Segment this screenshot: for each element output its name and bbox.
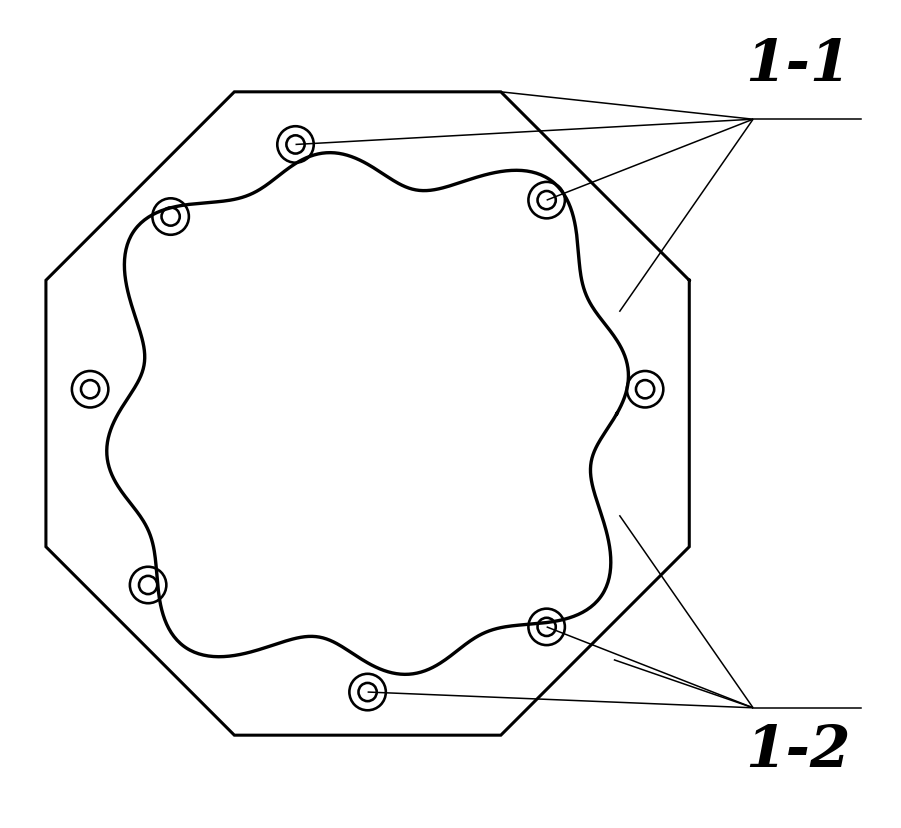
- Text: 1-1: 1-1: [745, 37, 851, 94]
- Text: 1-2: 1-2: [745, 722, 851, 778]
